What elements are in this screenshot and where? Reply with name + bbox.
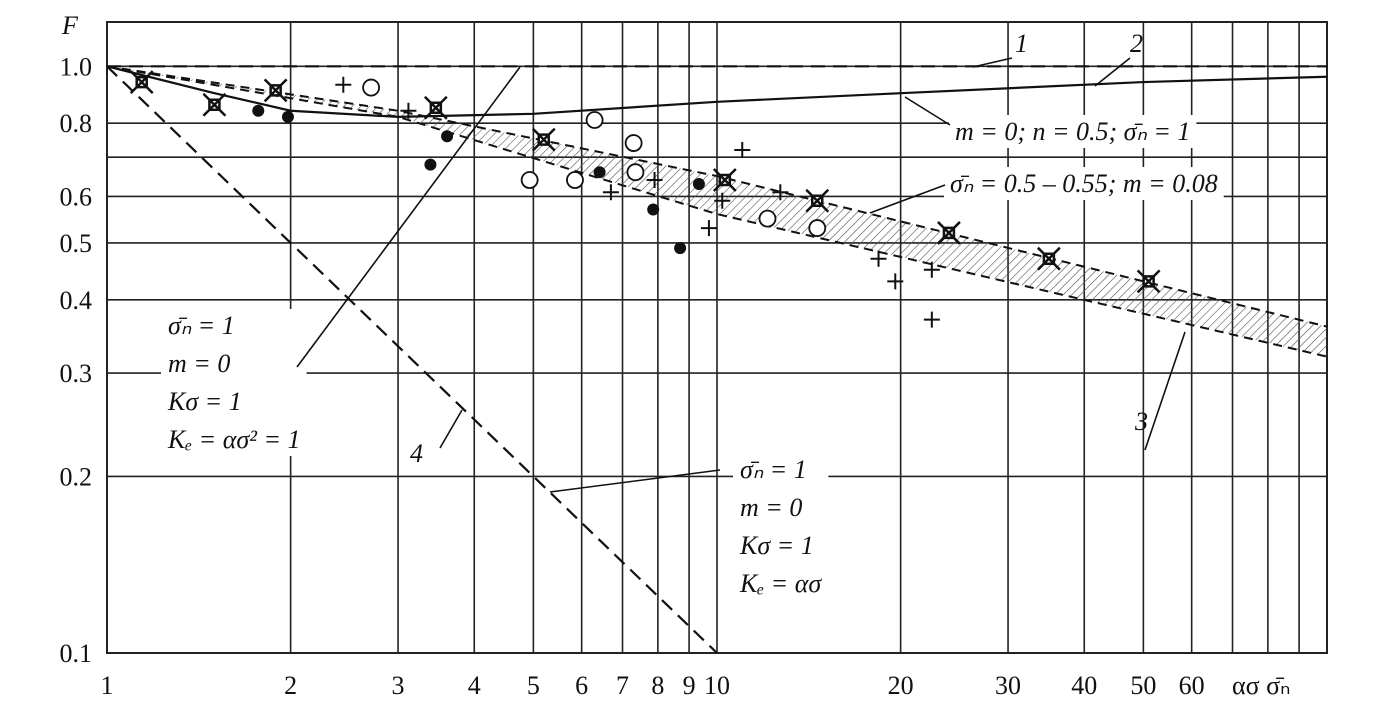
annotation-text: Kσ = 1 [739, 531, 814, 560]
line [106, 65, 718, 654]
annotation-backdrop [161, 309, 307, 456]
x-axis-title: ασ σ̄ₙ [1232, 671, 1291, 700]
x-tick-label: 2 [284, 671, 297, 700]
point [423, 95, 448, 120]
point [129, 70, 154, 94]
x-tick-label: 6 [575, 671, 588, 700]
annotation-text: Kₑ = ασ [739, 569, 822, 598]
x-tick-label: 10 [704, 671, 730, 700]
y-tick-label: 0.2 [60, 462, 93, 491]
point [1036, 246, 1061, 271]
point [400, 102, 417, 119]
point [602, 184, 619, 201]
annotation-text: Kₑ = ασ² = 1 [167, 425, 301, 454]
point [626, 163, 645, 182]
point [712, 168, 737, 192]
series-label: 1 [1015, 29, 1028, 58]
annotation-backdrop [949, 115, 1197, 148]
line [106, 65, 1328, 118]
x-tick-label: 60 [1179, 671, 1205, 700]
annotation-text: σ̄ₙ = 0.5 – 0.55; m = 0.08 [950, 169, 1218, 198]
point [441, 130, 454, 143]
y-tick-label: 0.1 [60, 639, 93, 668]
point [624, 134, 643, 152]
x-tick-label: 5 [527, 671, 540, 700]
annotation: σ̄ₙ = 1 m = 0 Kσ = 1 Kₑ = ασ² = 1 [167, 311, 301, 454]
x-tick-label: 3 [392, 671, 405, 700]
leader-line [972, 57, 1013, 68]
point [870, 250, 887, 267]
point [674, 242, 687, 255]
x-tick-label: 8 [651, 671, 664, 700]
series-label: 2 [1130, 29, 1143, 58]
leader-line [1094, 57, 1131, 87]
x-tick-label: 1 [101, 671, 114, 700]
leader-line [296, 66, 521, 368]
point [714, 192, 731, 209]
point [424, 158, 437, 171]
leader-line [549, 469, 721, 493]
series-label: 4 [410, 439, 423, 468]
y-axis-title: F [61, 11, 79, 40]
y-tick-label: 1.0 [60, 52, 93, 81]
annotation-backdrop [733, 453, 829, 600]
annotation-text: Kσ = 1 [167, 387, 242, 416]
annotation-text: σ̄ₙ = 1 [168, 311, 235, 340]
y-tick-label: 0.8 [60, 109, 93, 138]
point [647, 203, 660, 216]
annotation: σ̄ₙ = 1 m = 0 Kσ = 1 Kₑ = ασ [739, 455, 822, 598]
point [566, 171, 584, 189]
annotation-text: m = 0 [740, 493, 802, 522]
leader-line [904, 96, 951, 126]
x-tick-label: 9 [683, 671, 696, 700]
x-tick-label: 40 [1071, 671, 1097, 700]
x-tick-label: 4 [468, 671, 481, 700]
point [758, 209, 777, 228]
point [734, 142, 751, 159]
point [646, 172, 663, 189]
y-tick-label: 0.6 [60, 182, 93, 211]
annotation: σ̄ₙ = 0.5 – 0.55; m = 0.08 [950, 169, 1218, 198]
annotation-text: m = 0 [168, 349, 230, 378]
point [700, 220, 717, 237]
y-tick-label: 0.4 [60, 286, 93, 315]
annotation-text: m = 0; n = 0.5; σ̄ₙ = 1 [955, 117, 1190, 146]
y-tick-label: 0.3 [60, 359, 93, 388]
annotation-backdrop [944, 167, 1224, 200]
series-label: 3 [1134, 407, 1148, 436]
y-tick-label: 0.5 [60, 229, 93, 258]
x-tick-label: 7 [616, 671, 629, 700]
point [593, 166, 606, 179]
point [772, 184, 789, 201]
point [531, 127, 556, 152]
point [805, 188, 830, 213]
point [335, 76, 352, 93]
point [808, 219, 827, 237]
leader-line [1144, 331, 1186, 451]
point [202, 92, 227, 117]
point [1136, 269, 1161, 294]
point [923, 261, 940, 278]
x-tick-label: 20 [888, 671, 914, 700]
point [923, 311, 940, 328]
point [252, 104, 265, 117]
annotation: m = 0; n = 0.5; σ̄ₙ = 1 [955, 117, 1190, 146]
point [585, 111, 604, 129]
point [937, 221, 961, 245]
point [520, 171, 539, 189]
x-tick-label: 30 [995, 671, 1021, 700]
point [281, 110, 294, 123]
x-tick-label: 50 [1130, 671, 1156, 700]
leader-line [439, 409, 463, 449]
band-edge [106, 65, 1328, 328]
band-fill [107, 66, 1327, 357]
leader-line [869, 184, 946, 214]
point [362, 78, 381, 97]
annotation-text: σ̄ₙ = 1 [740, 455, 807, 484]
point [887, 273, 904, 290]
point [692, 178, 705, 191]
point [263, 78, 288, 103]
